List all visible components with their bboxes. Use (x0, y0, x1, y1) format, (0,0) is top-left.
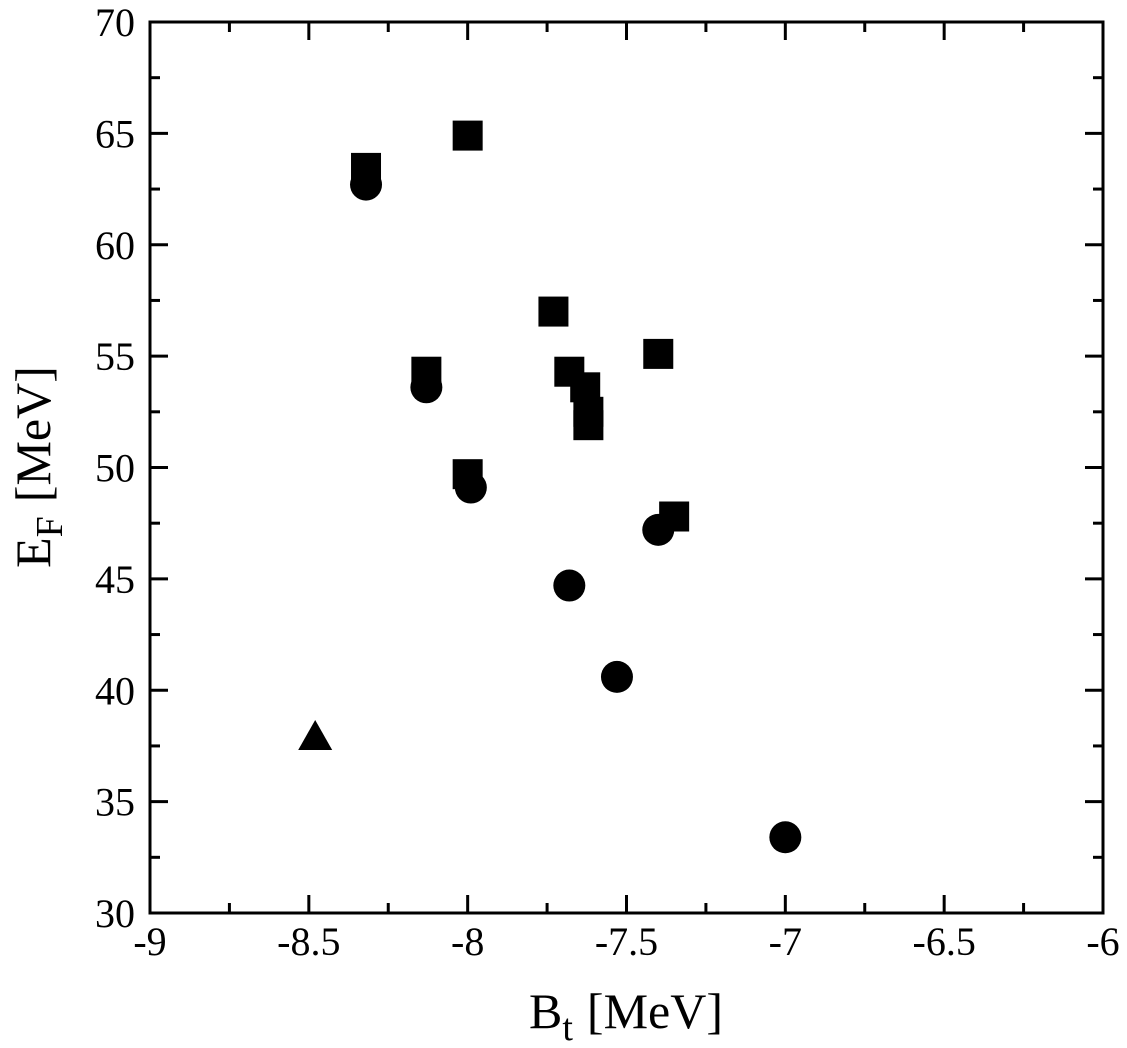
circle-point (350, 168, 383, 201)
square-point (573, 410, 604, 441)
x-axis-label: Bt [MeV] (529, 983, 723, 1048)
y-axis-label: EF [MeV] (5, 366, 71, 568)
x-tick-label: -6.5 (913, 919, 976, 964)
triangle-point (298, 720, 333, 751)
circle-point (642, 513, 675, 546)
y-tick-label: 30 (95, 891, 135, 936)
x-label-sub: t (562, 1007, 573, 1048)
y-tick-label: 40 (95, 668, 135, 713)
square-point (643, 338, 674, 369)
circle-point (454, 471, 487, 504)
circle-point (553, 569, 586, 602)
y-tick-label: 55 (95, 334, 135, 379)
y-label-sub: F (29, 516, 71, 537)
x-tick-label: -7.5 (595, 919, 658, 964)
y-tick-label: 50 (95, 446, 135, 491)
y-tick-label: 70 (95, 0, 135, 45)
x-tick-label: -9 (133, 919, 166, 964)
y-label-main: E (5, 537, 61, 568)
x-tick-label: -8 (451, 919, 484, 964)
y-tick-label: 60 (95, 223, 135, 268)
y-label-unit: [MeV] (5, 366, 61, 502)
y-tick-label: 45 (95, 557, 135, 602)
circle-point (410, 371, 443, 404)
square-point (538, 296, 569, 327)
y-tick-label: 65 (95, 111, 135, 156)
circle-point (600, 660, 633, 693)
x-tick-label: -8.5 (277, 919, 340, 964)
x-label-unit: [MeV] (587, 983, 723, 1039)
square-point (452, 120, 483, 151)
plot-frame (148, 20, 1105, 915)
x-tick-label: -7 (769, 919, 802, 964)
x-label-main: B (529, 983, 562, 1039)
circle-point (769, 821, 802, 854)
x-tick-label: -6 (1086, 919, 1119, 964)
y-tick-label: 35 (95, 780, 135, 825)
